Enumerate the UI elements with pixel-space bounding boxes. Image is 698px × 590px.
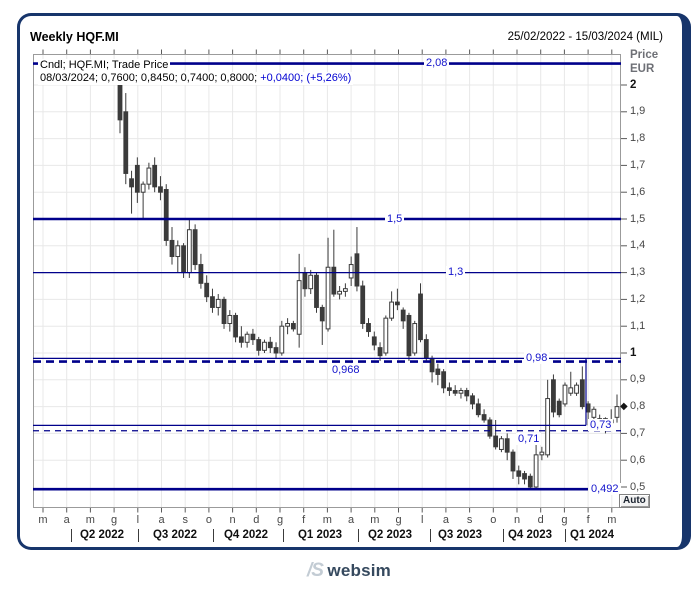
candle bbox=[579, 366, 585, 410]
candle bbox=[267, 336, 273, 353]
candle bbox=[499, 436, 504, 453]
candle bbox=[406, 312, 412, 362]
auto-scale-button[interactable]: Auto bbox=[619, 494, 650, 508]
candle bbox=[435, 363, 441, 386]
candle bbox=[429, 355, 435, 383]
candle bbox=[117, 79, 123, 134]
candle bbox=[163, 184, 169, 246]
candle bbox=[273, 342, 279, 359]
gridlines bbox=[34, 55, 620, 507]
candle bbox=[233, 312, 238, 343]
candle bbox=[441, 369, 447, 394]
candle bbox=[470, 393, 475, 410]
candle bbox=[400, 307, 406, 329]
candle bbox=[608, 409, 614, 429]
candle bbox=[146, 162, 152, 190]
candle bbox=[452, 385, 458, 396]
candle bbox=[551, 374, 556, 418]
page-title: Weekly HQF.MI bbox=[30, 30, 119, 44]
candle bbox=[250, 328, 256, 345]
websim-logo-icon: /S bbox=[307, 560, 324, 581]
candle bbox=[371, 331, 377, 351]
candle bbox=[319, 304, 325, 345]
candle bbox=[533, 444, 539, 490]
candle bbox=[348, 256, 354, 286]
candle bbox=[360, 280, 366, 329]
candle bbox=[539, 446, 545, 461]
candle bbox=[290, 320, 296, 332]
candle bbox=[129, 170, 134, 214]
candle bbox=[412, 320, 418, 356]
plot-border bbox=[33, 54, 621, 508]
candle bbox=[510, 449, 516, 479]
candle bbox=[568, 371, 574, 396]
candle bbox=[516, 465, 522, 485]
candle bbox=[227, 310, 233, 332]
candle bbox=[493, 420, 499, 450]
candle bbox=[198, 253, 204, 289]
candle bbox=[591, 406, 597, 420]
candle bbox=[331, 229, 337, 297]
candle bbox=[152, 157, 158, 193]
candle bbox=[545, 379, 551, 458]
candle bbox=[597, 414, 603, 426]
candle bbox=[487, 417, 493, 439]
candle bbox=[585, 401, 591, 426]
candle bbox=[458, 387, 464, 399]
candle bbox=[192, 224, 198, 270]
candle bbox=[481, 409, 487, 423]
candle bbox=[556, 398, 562, 418]
candle bbox=[134, 157, 140, 203]
candle bbox=[614, 394, 620, 423]
candle bbox=[383, 315, 389, 356]
candle bbox=[574, 382, 579, 396]
websim-logo-text: websim bbox=[327, 561, 391, 580]
candle bbox=[210, 288, 215, 313]
candle bbox=[354, 227, 360, 292]
candle bbox=[238, 326, 244, 348]
candle bbox=[423, 334, 429, 362]
candle bbox=[325, 237, 331, 332]
time-axis-ticks bbox=[42, 49, 613, 513]
candle bbox=[447, 382, 452, 396]
candle bbox=[296, 253, 302, 348]
candle bbox=[504, 433, 510, 461]
candle bbox=[366, 318, 371, 337]
candle bbox=[342, 283, 348, 297]
candle bbox=[175, 240, 181, 273]
candle bbox=[256, 336, 262, 356]
candle bbox=[140, 181, 146, 219]
candle bbox=[262, 339, 267, 353]
candle bbox=[204, 275, 210, 303]
candle bbox=[279, 320, 285, 356]
candle bbox=[527, 473, 533, 490]
candle bbox=[285, 318, 290, 335]
price-axis-ticks bbox=[621, 84, 627, 488]
candle bbox=[464, 387, 470, 402]
candle bbox=[123, 93, 129, 185]
candle bbox=[244, 331, 250, 348]
candle bbox=[394, 288, 400, 311]
candle bbox=[308, 269, 314, 295]
candle bbox=[562, 382, 568, 407]
candle bbox=[418, 283, 423, 343]
candle bbox=[169, 227, 175, 265]
candles bbox=[117, 79, 620, 490]
date-range-label: 25/02/2022 - 15/03/2024 (MIL) bbox=[507, 31, 663, 43]
candle bbox=[522, 470, 527, 485]
candle bbox=[475, 398, 481, 418]
candle bbox=[215, 294, 221, 316]
candle bbox=[158, 176, 163, 201]
candle bbox=[314, 272, 319, 313]
candle bbox=[186, 219, 192, 278]
candle bbox=[221, 296, 227, 329]
candle bbox=[389, 291, 395, 321]
footer-watermark: /S websim bbox=[0, 560, 698, 582]
candle bbox=[337, 286, 343, 300]
